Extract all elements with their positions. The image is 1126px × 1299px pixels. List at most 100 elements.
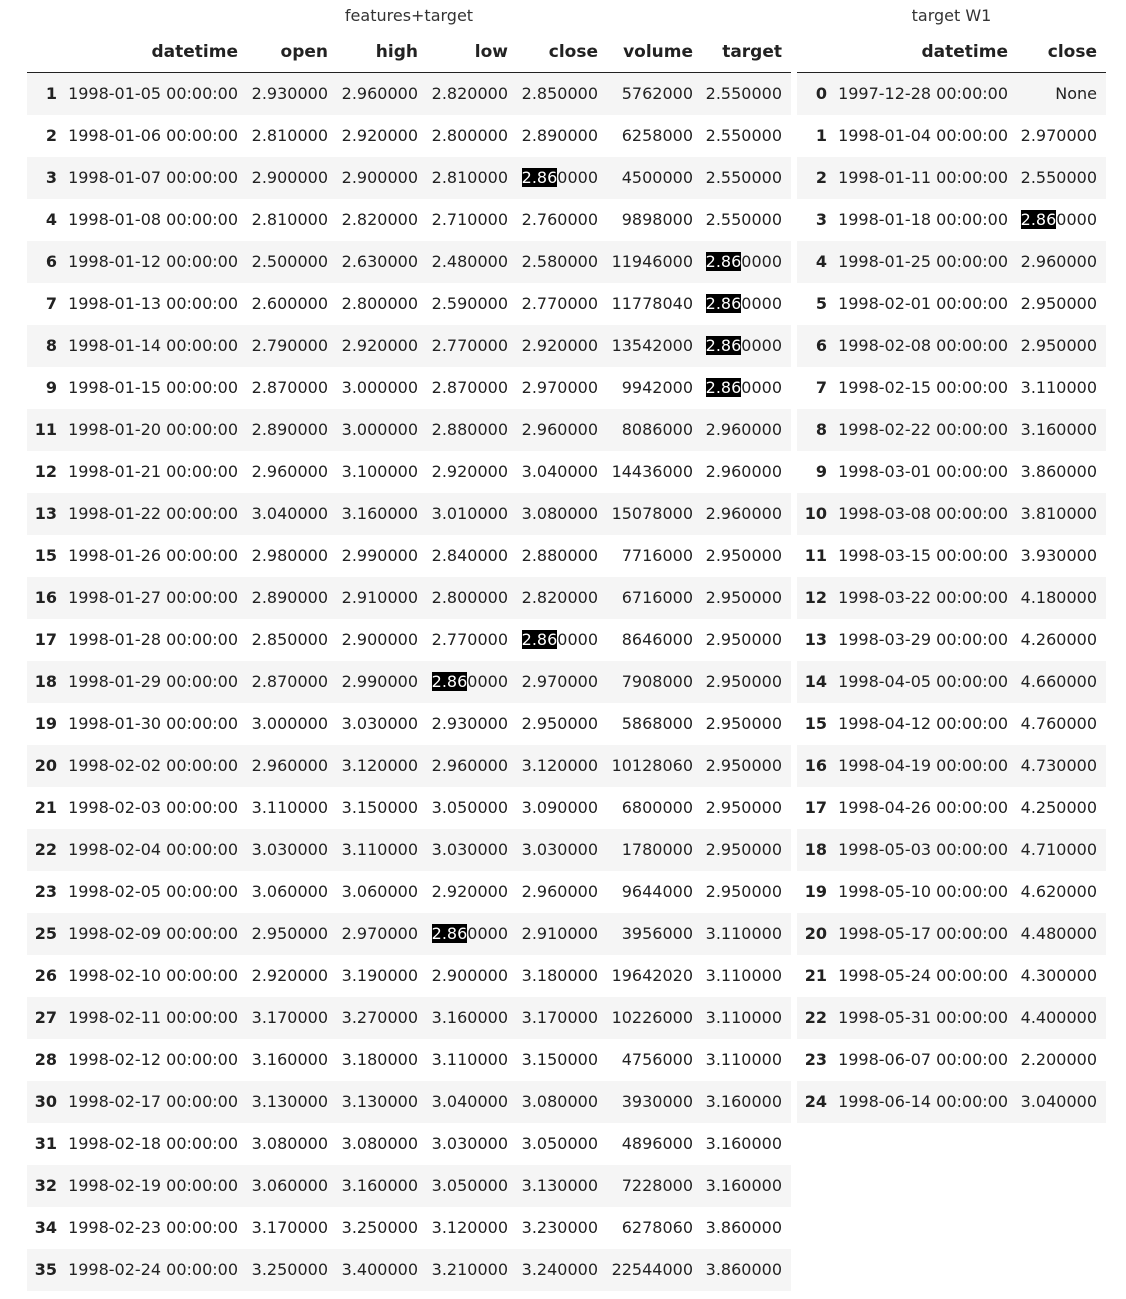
cell-datetime: 1998-01-29 00:00:00: [68, 672, 238, 691]
column-header-target: target: [702, 32, 791, 73]
cell-index: 18: [804, 840, 827, 859]
cell-index: 26: [34, 966, 57, 985]
cell-datetime: 1998-02-22 00:00:00: [838, 420, 1008, 439]
cell-low: 3.050000: [431, 798, 508, 817]
table-row: 26 1998-02-10 00:00:00 2.920000 3.190000 2.9…: [27, 955, 791, 997]
table-row: 7 1998-02-15 00:00:00 3.110000: [797, 367, 1106, 409]
cell-low: 2.820000: [431, 84, 508, 103]
table-row: 2 1998-01-11 00:00:00 2.550000: [797, 157, 1106, 199]
cell-low: 3.210000: [431, 1260, 508, 1279]
cell-high: 3.080000: [341, 1134, 418, 1153]
cell-datetime: 1998-06-07 00:00:00: [838, 1050, 1008, 1069]
cell-index: 8: [45, 336, 57, 355]
cell-high: 3.150000: [341, 798, 418, 817]
cell-index: 12: [804, 588, 827, 607]
cell-index: 1: [45, 84, 57, 103]
cell-target: 2.950000: [705, 882, 782, 901]
cell-index: 13: [804, 630, 827, 649]
table-row: 17 1998-04-26 00:00:00 4.250000: [797, 787, 1106, 829]
cell-high: 3.110000: [341, 840, 418, 859]
cell-index: 10: [804, 504, 827, 523]
cell-close: 2.950000: [1020, 294, 1097, 313]
table-row: 20 1998-02-02 00:00:00 2.960000 3.120000 2.9…: [27, 745, 791, 787]
table-row: 8 1998-01-14 00:00:00 2.790000 2.920000 2.77…: [27, 325, 791, 367]
table-row: 22 1998-02-04 00:00:00 3.030000 3.110000 3.0…: [27, 829, 791, 871]
cell-index: 23: [804, 1050, 827, 1069]
cell-datetime: 1998-04-12 00:00:00: [838, 714, 1008, 733]
cell-low: 3.110000: [431, 1050, 508, 1069]
cell-high: 2.990000: [341, 546, 418, 565]
cell-datetime: 1998-02-09 00:00:00: [68, 924, 238, 943]
cell-index: 32: [34, 1176, 57, 1195]
cell-datetime: 1998-04-05 00:00:00: [838, 672, 1008, 691]
cell-close: 3.160000: [1020, 420, 1097, 439]
cell-high: 3.160000: [341, 504, 418, 523]
table-row: 30 1998-02-17 00:00:00 3.130000 3.130000 3.0…: [27, 1081, 791, 1123]
cell-target: 2.960000: [705, 504, 782, 523]
search-match-highlight: 2.86: [431, 924, 468, 943]
search-match-highlight: 2.86: [521, 630, 558, 649]
cell-high: 3.100000: [341, 462, 418, 481]
table-row: 5 1998-02-01 00:00:00 2.950000: [797, 283, 1106, 325]
cell-close: 4.480000: [1020, 924, 1097, 943]
cell-index: 22: [804, 1008, 827, 1027]
cell-datetime: 1998-01-08 00:00:00: [68, 210, 238, 229]
table-row: 31 1998-02-18 00:00:00 3.080000 3.080000 3.0…: [27, 1123, 791, 1165]
cell-open: 3.000000: [251, 714, 328, 733]
cell-low: 2.770000: [431, 630, 508, 649]
cell-close: 3.090000: [521, 798, 598, 817]
cell-index: 3: [815, 210, 827, 229]
table-row: 27 1998-02-11 00:00:00 3.170000 3.270000 3.1…: [27, 997, 791, 1039]
cell-open: 2.950000: [251, 924, 328, 943]
table-row: 12 1998-03-22 00:00:00 4.180000: [797, 577, 1106, 619]
cell-datetime: 1998-01-15 00:00:00: [68, 378, 238, 397]
cell-high: 3.000000: [341, 378, 418, 397]
header-row: datetime open high low close volume targ…: [27, 32, 791, 73]
cell-index: 3: [45, 168, 57, 187]
cell-low: 2.920000: [431, 882, 508, 901]
cell-datetime: 1998-05-10 00:00:00: [838, 882, 1008, 901]
cell-open: 3.250000: [251, 1260, 328, 1279]
cell-volume: 14436000: [611, 462, 693, 481]
cell-close: 3.050000: [521, 1134, 598, 1153]
cell-target: 2.860000: [705, 294, 782, 313]
table-row: 32 1998-02-19 00:00:00 3.060000 3.160000 3.0…: [27, 1165, 791, 1207]
cell-close: 2.910000: [521, 924, 598, 943]
cell-open: 2.500000: [251, 252, 328, 271]
cell-low: 2.960000: [431, 756, 508, 775]
cell-index: 30: [34, 1092, 57, 1111]
cell-index: 25: [34, 924, 57, 943]
cell-high: 3.030000: [341, 714, 418, 733]
target-w1-frame: target W1 datetime close 0 1997-12-28 00:…: [797, 0, 1106, 1123]
cell-index: 15: [804, 714, 827, 733]
table-row: 11 1998-01-20 00:00:00 2.890000 3.000000 2.8…: [27, 409, 791, 451]
cell-open: 2.870000: [251, 672, 328, 691]
cell-datetime: 1998-03-22 00:00:00: [838, 588, 1008, 607]
cell-close: 3.230000: [521, 1218, 598, 1237]
table-row: 13 1998-03-29 00:00:00 4.260000: [797, 619, 1106, 661]
cell-close: 3.130000: [521, 1176, 598, 1195]
cell-low: 3.160000: [431, 1008, 508, 1027]
cell-low: 2.920000: [431, 462, 508, 481]
cell-open: 2.890000: [251, 420, 328, 439]
cell-datetime: 1998-02-04 00:00:00: [68, 840, 238, 859]
column-header-index: [27, 32, 66, 73]
cell-close: 2.880000: [521, 546, 598, 565]
table-row: 0 1997-12-28 00:00:00 None: [797, 72, 1106, 115]
table-row: 18 1998-05-03 00:00:00 4.710000: [797, 829, 1106, 871]
cell-close: 3.170000: [521, 1008, 598, 1027]
cell-open: 2.810000: [251, 210, 328, 229]
cell-volume: 6278060: [621, 1218, 693, 1237]
cell-datetime: 1998-05-17 00:00:00: [838, 924, 1008, 943]
table-row: 28 1998-02-12 00:00:00 3.160000 3.180000 3.1…: [27, 1039, 791, 1081]
cell-volume: 3956000: [621, 924, 693, 943]
cell-high: 3.270000: [341, 1008, 418, 1027]
search-match-highlight: 2.86: [705, 378, 742, 397]
cell-datetime: 1998-05-03 00:00:00: [838, 840, 1008, 859]
column-header-datetime: datetime: [66, 32, 247, 73]
cell-volume: 9942000: [621, 378, 693, 397]
cell-close: 2.960000: [1020, 252, 1097, 271]
cell-high: 3.130000: [341, 1092, 418, 1111]
cell-close: 4.660000: [1020, 672, 1097, 691]
features-target-caption: features+target: [344, 6, 474, 25]
